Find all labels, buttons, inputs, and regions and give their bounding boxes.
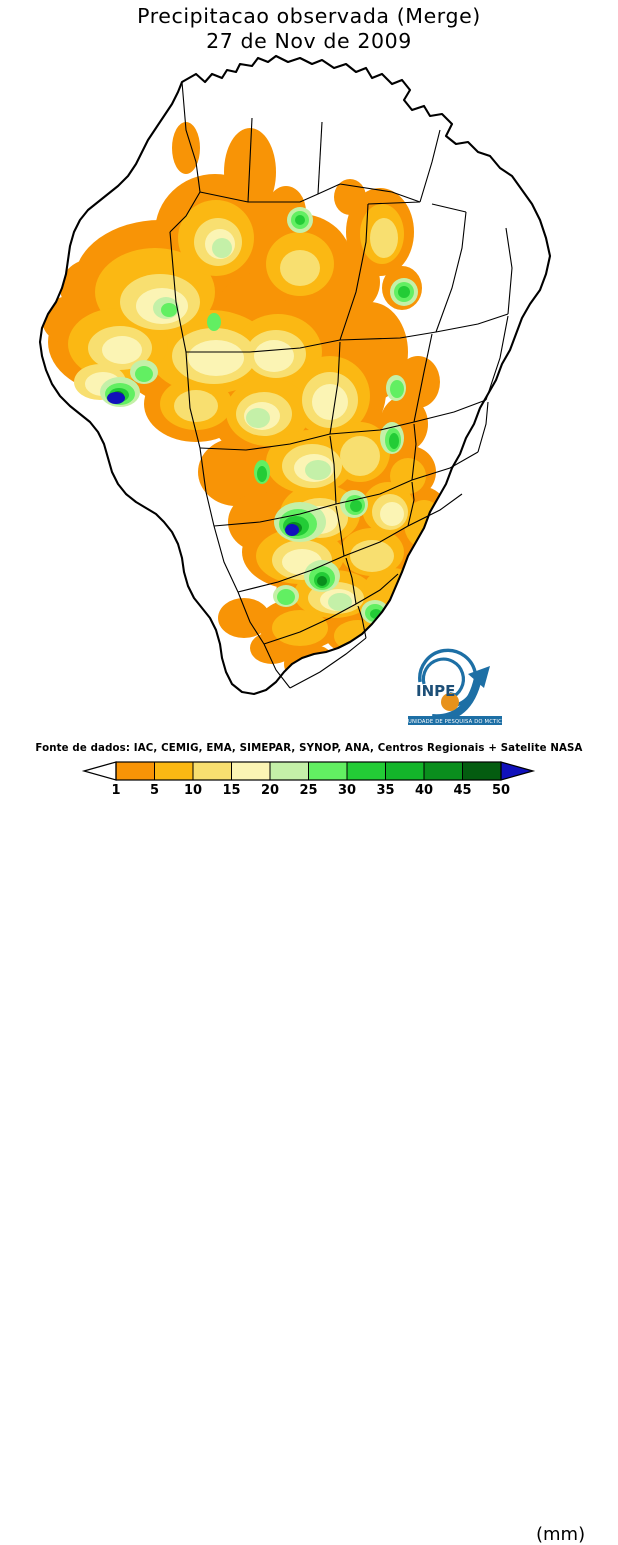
colorbar-below-min-arrow — [81, 761, 117, 781]
title-line-1: Precipitacao observada (Merge) — [137, 4, 481, 28]
colorbar-tick-20: 20 — [261, 783, 279, 798]
inpe-tagline: UNIDADE DE PESQUISA DO MCTIC — [408, 719, 502, 725]
colorbar-tick-40: 40 — [415, 783, 433, 798]
precip-band-above-50 — [107, 392, 299, 536]
colorbar-tick-10: 10 — [184, 783, 202, 798]
colorbar-bin-40-45 — [423, 761, 463, 781]
colorbar-above-max-arrow — [500, 761, 536, 781]
inpe-logo-graphic: INPE UNIDADE DE PESQUISA DO MCTIC — [408, 648, 502, 725]
colorbar-bin-45-50 — [462, 761, 502, 781]
colorbar-bin-5-10 — [154, 761, 194, 781]
colorbar-tick-50: 50 — [492, 783, 510, 798]
precipitation-map-page: Precipitacao observada (Merge) 27 de Nov… — [0, 4, 618, 1545]
colorbar-bin-1-5 — [115, 761, 155, 781]
colorbar-graphic: 1 5 10 15 20 25 30 35 40 45 50 — [81, 761, 536, 798]
colorbar-bin-30-35 — [346, 761, 386, 781]
colorbar-bin-10-15 — [192, 761, 232, 781]
colorbar-bin-35-40 — [385, 761, 425, 781]
data-source-note: Fonte de dados: IAC, CEMIG, EMA, SIMEPAR… — [35, 743, 583, 754]
map-canvas — [0, 52, 618, 732]
colorbar-tick-30: 30 — [338, 783, 356, 798]
colorbar-bin-15-20 — [231, 761, 271, 781]
brazil-precipitation-map — [38, 54, 552, 696]
colorbar-tick-15: 15 — [222, 783, 240, 798]
colorbar-bin-25-30 — [308, 761, 348, 781]
colorbar-tick-1: 1 — [111, 783, 120, 798]
colorbar-bins — [115, 761, 502, 781]
brazil-outline — [38, 54, 552, 696]
colorbar-tick-45: 45 — [453, 783, 471, 798]
colorbar-unit-label: (mm) — [536, 1524, 586, 1545]
page-title: Precipitacao observada (Merge) 27 de Nov… — [0, 4, 618, 54]
state-boundaries — [169, 81, 513, 689]
colorbar-tick-25: 25 — [299, 783, 317, 798]
precipitation-field — [42, 122, 452, 684]
inpe-wordmark: INPE — [416, 682, 455, 700]
inpe-logo: INPE UNIDADE DE PESQUISA DO MCTIC — [398, 648, 516, 728]
title-line-2: 27 de Nov de 2009 — [206, 29, 412, 53]
colorbar-bin-20-25 — [269, 761, 309, 781]
colorbar: 1 5 10 15 20 25 30 35 40 45 50 (mm) — [0, 758, 618, 1545]
colorbar-tick-5: 5 — [150, 783, 159, 798]
colorbar-tick-35: 35 — [376, 783, 394, 798]
colorbar-tick-labels: 1 5 10 15 20 25 30 35 40 45 50 — [111, 783, 510, 798]
